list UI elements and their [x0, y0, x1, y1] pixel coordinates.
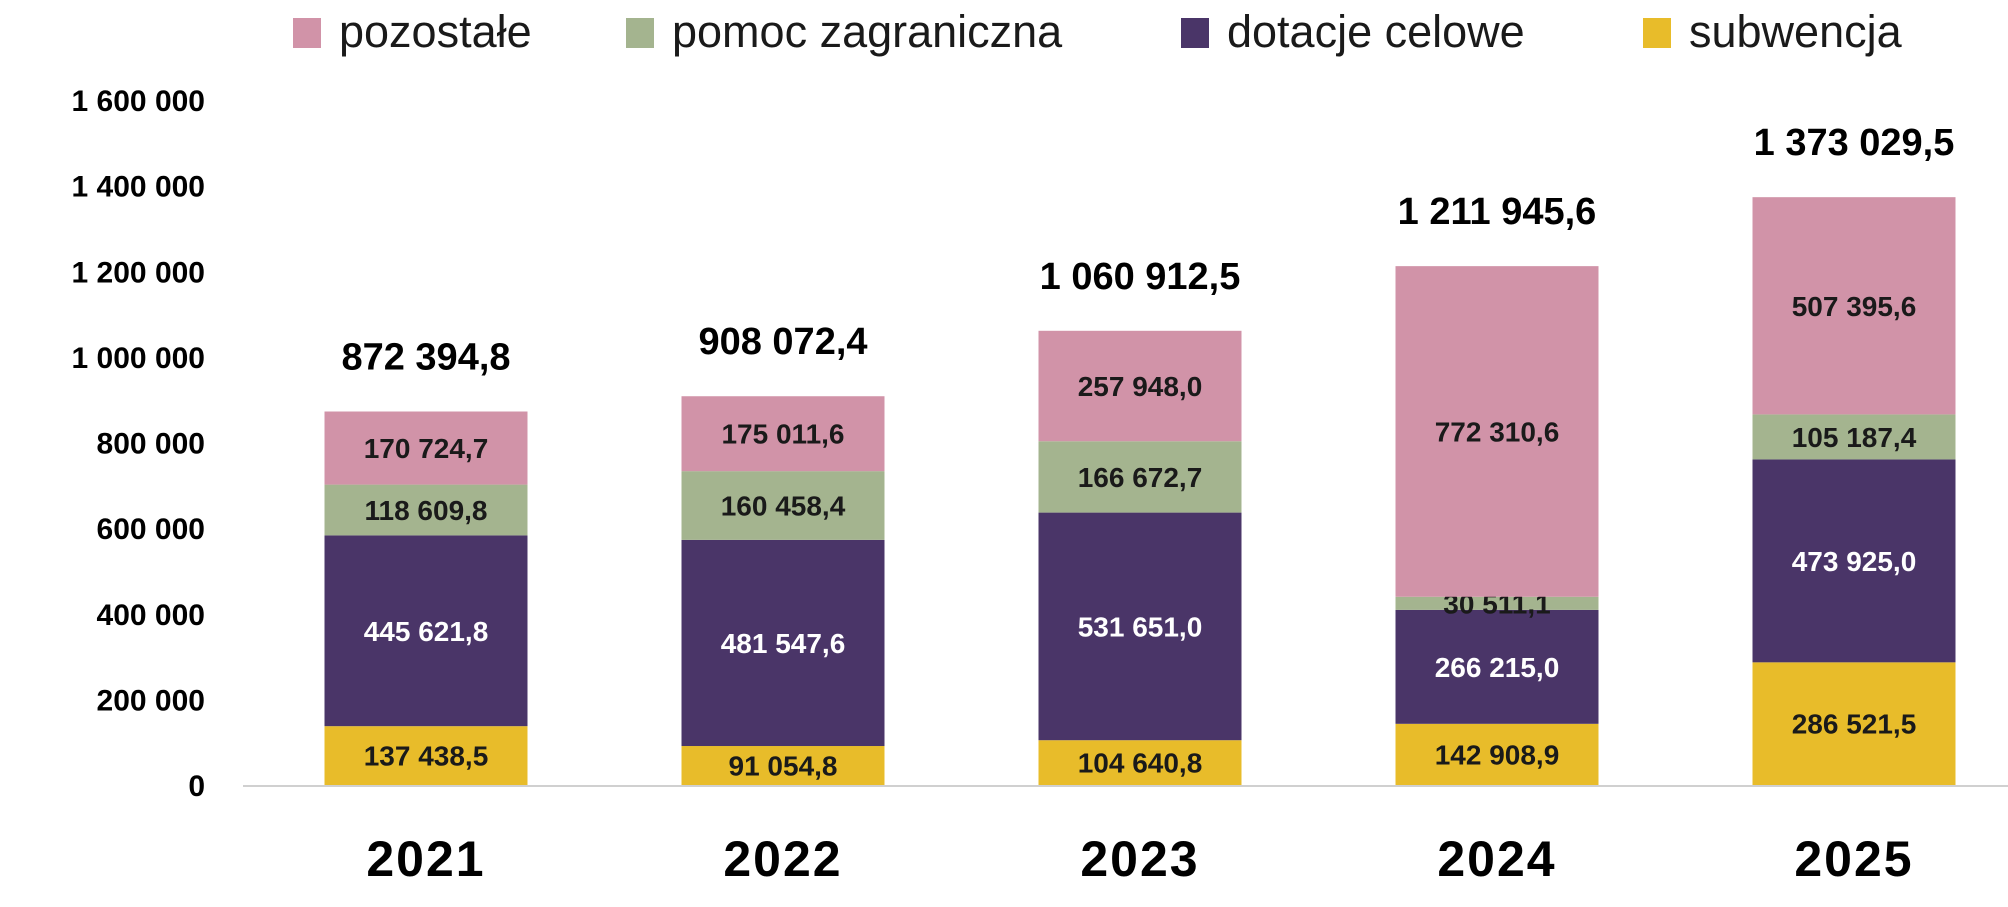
bar-segment-subwencja	[1038, 740, 1242, 785]
y-tick-label: 200 000	[97, 684, 205, 717]
total-label: 1 373 029,5	[1754, 122, 1955, 164]
legend-swatch-subwencja	[1643, 18, 1671, 48]
data-label-pozostale: 175 011,6	[721, 419, 844, 450]
data-label-dotacje-celowe: 531 651,0	[1078, 611, 1203, 642]
bar-segment-pozostale	[1395, 266, 1599, 597]
bar-segment-dotacje-celowe	[1752, 459, 1956, 663]
bar-segment-subwencja	[324, 726, 528, 785]
total-label: 908 072,4	[698, 321, 867, 363]
data-label-dotacje-celowe: 266 215,0	[1435, 652, 1560, 683]
data-label-subwencja: 142 908,9	[1435, 739, 1560, 770]
y-tick-label: 0	[188, 770, 205, 803]
bar-stack-2022: 91 054,8 481 547,6 160 458,4 175 011,6 908 0…	[681, 321, 885, 785]
legend-label-subwencja: subwencja	[1689, 6, 1903, 57]
chart-legend: pozostałe pomoc zagraniczna dotacje celowe…	[293, 6, 1903, 57]
data-label-pozostale: 170 724,7	[364, 433, 489, 464]
bar-segment-subwencja	[1752, 662, 1956, 785]
x-tick-label: 2025	[1794, 831, 1913, 887]
y-tick-label: 1 000 000	[72, 342, 205, 375]
bar-segment-pomoc-zagraniczna	[681, 471, 885, 540]
data-label-pomoc-zagraniczna: 160 458,4	[721, 491, 846, 522]
legend-label-dotacje-celowe: dotacje celowe	[1227, 6, 1525, 57]
bar-segment-pomoc-zagraniczna	[1038, 441, 1242, 513]
bar-segment-subwencja	[681, 746, 885, 785]
bar-segment-pozostale	[324, 411, 528, 485]
x-tick-label: 2023	[1080, 831, 1199, 887]
x-tick-label: 2021	[366, 831, 485, 887]
bar-segment-dotacje-celowe	[324, 535, 528, 727]
data-label-subwencja: 91 054,8	[729, 751, 838, 782]
data-label-subwencja: 104 640,8	[1078, 748, 1203, 779]
data-label-pozostale: 507 395,6	[1792, 291, 1917, 322]
data-label-pozostale: 257 948,0	[1078, 371, 1203, 402]
bar-segment-pomoc-zagraniczna	[324, 484, 528, 536]
y-tick-label: 400 000	[97, 599, 205, 632]
data-label-dotacje-celowe: 473 925,0	[1792, 546, 1917, 577]
legend-label-pozostale: pozostałe	[339, 6, 532, 57]
total-label: 1 211 945,6	[1398, 191, 1597, 233]
y-tick-label: 1 600 000	[72, 85, 205, 118]
legend-swatch-dotacje-celowe	[1181, 18, 1209, 48]
legend-label-pomoc-zagraniczna: pomoc zagraniczna	[672, 6, 1063, 57]
bars: 137 438,5 445 621,8 118 609,8 170 724,7 872 …	[324, 122, 1956, 785]
x-tick-label: 2024	[1437, 831, 1556, 887]
x-tick-label: 2022	[723, 831, 842, 887]
bar-stack-2021: 137 438,5 445 621,8 118 609,8 170 724,7 872 …	[324, 337, 528, 785]
total-label: 1 060 912,5	[1040, 256, 1241, 298]
data-label-dotacje-celowe: 481 547,6	[721, 628, 846, 659]
bar-segment-pomoc-zagraniczna	[1752, 414, 1956, 460]
bar-segment-dotacje-celowe	[1395, 609, 1599, 724]
bar-segment-subwencja	[1395, 723, 1599, 785]
data-label-subwencja: 137 438,5	[364, 741, 489, 772]
y-tick-label: 1 400 000	[72, 171, 205, 204]
data-label-pozostale: 772 310,6	[1435, 416, 1560, 447]
bar-stack-2023: 104 640,8 531 651,0 166 672,7 257 948,0 1 06…	[1038, 256, 1242, 785]
data-label-pomoc-zagraniczna: 105 187,4	[1792, 422, 1917, 453]
x-axis: 2021 2022 2023 2024 2025	[366, 831, 1913, 887]
data-label-subwencja: 286 521,5	[1792, 709, 1917, 740]
data-label-pomoc-zagraniczna: 118 609,8	[364, 495, 487, 526]
bar-stack-2025: 286 521,5 473 925,0 105 187,4 507 395,6 1 37…	[1752, 122, 1956, 785]
bar-segment-dotacje-celowe	[681, 539, 885, 747]
y-axis: 0 200 000 400 000 600 000 800 000 1 000 000 1 …	[72, 85, 205, 803]
legend-swatch-pozostale	[293, 18, 321, 48]
data-label-dotacje-celowe: 445 621,8	[364, 616, 489, 647]
y-tick-label: 1 200 000	[72, 256, 205, 289]
bar-segment-pozostale	[1038, 330, 1242, 442]
legend-swatch-pomoc-zagraniczna	[626, 18, 654, 48]
total-label: 872 394,8	[341, 337, 510, 379]
bar-segment-pozostale	[681, 396, 885, 472]
y-tick-label: 600 000	[97, 513, 205, 546]
bar-segment-pozostale	[1752, 197, 1956, 415]
y-tick-label: 800 000	[97, 428, 205, 461]
bar-segment-pomoc-zagraniczna	[1395, 596, 1599, 610]
data-label-pomoc-zagraniczna: 166 672,7	[1078, 462, 1203, 493]
bar-segment-dotacje-celowe	[1038, 512, 1242, 741]
